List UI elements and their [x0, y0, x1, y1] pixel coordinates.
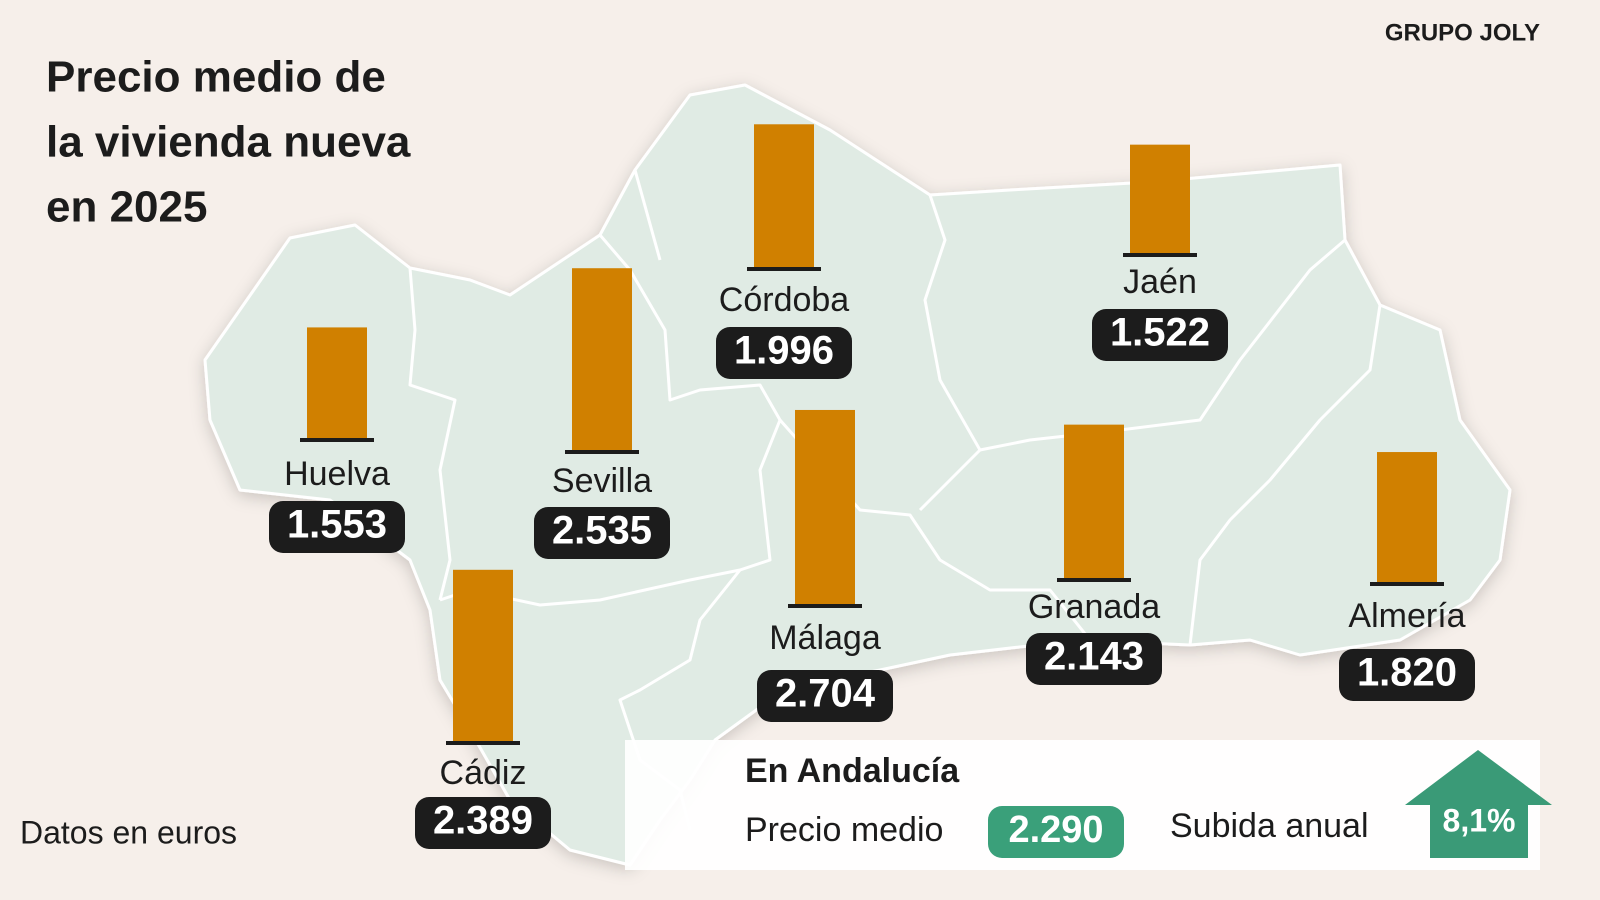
source: GRUPO JOLY [1385, 19, 1540, 46]
province-name: Granada [1028, 588, 1160, 626]
value-pill [716, 327, 852, 379]
bar [754, 124, 814, 269]
value-label: 2.704 [775, 672, 876, 716]
bar-base [1057, 578, 1131, 582]
province-name: Cádiz [440, 754, 527, 792]
change-value: 8,1% [1443, 802, 1516, 838]
title-line: en 2025 [46, 183, 207, 232]
up-arrow [1405, 750, 1552, 858]
average-pill [988, 806, 1124, 858]
province-name: Jaén [1123, 263, 1197, 301]
title-line: Precio medio de [46, 53, 386, 102]
value-label: 1.553 [287, 503, 387, 547]
border [778, 419, 1092, 641]
value-pill [1026, 633, 1162, 685]
value-label: 1.522 [1110, 311, 1210, 355]
value-pill [1339, 649, 1475, 701]
value-pill [1092, 309, 1228, 361]
bar [795, 409, 855, 606]
bar-base [565, 450, 639, 454]
average-label: Precio medio [745, 811, 943, 849]
average-value: 2.290 [1008, 809, 1103, 851]
border [918, 194, 982, 512]
province-name: Almería [1348, 597, 1465, 635]
border [1188, 304, 1382, 646]
note: Datos en euros [20, 814, 237, 850]
change-label: Subida anual [1170, 807, 1369, 845]
bar-base [446, 741, 520, 745]
value-label: 2.535 [552, 509, 652, 553]
border [408, 267, 457, 601]
bar [1064, 424, 1124, 580]
value-label: 1.996 [734, 329, 834, 373]
bar-base [747, 267, 821, 271]
bar [572, 268, 632, 452]
bar [1130, 144, 1190, 255]
province-name: Sevilla [552, 462, 652, 500]
border [439, 234, 782, 607]
bar-base [788, 604, 862, 608]
value-pill [757, 670, 893, 722]
value-label: 1.820 [1357, 651, 1457, 695]
province-name: Huelva [284, 455, 390, 493]
title-line: la vivienda nueva [46, 118, 411, 167]
summary-heading: En Andalucía [745, 752, 960, 790]
value-pill [269, 501, 405, 553]
bar-base [1123, 253, 1197, 257]
bar [453, 569, 513, 743]
value-pill [415, 797, 551, 849]
bar [307, 327, 367, 440]
map [203, 83, 1512, 867]
border [633, 169, 662, 261]
andalusia-outline [203, 83, 1512, 867]
bar [1377, 452, 1437, 584]
province-name: Córdoba [719, 281, 850, 319]
value-label: 2.143 [1044, 635, 1144, 679]
province-name: Málaga [769, 619, 881, 657]
bar-base [1370, 582, 1444, 586]
value-label: 2.389 [433, 799, 533, 843]
bar-base [300, 438, 374, 442]
province-borders [408, 169, 1382, 831]
border [979, 238, 1346, 452]
summary-box: En Andalucía Precio medio 2.290 Subida a… [625, 740, 1552, 870]
value-pill [534, 507, 670, 559]
